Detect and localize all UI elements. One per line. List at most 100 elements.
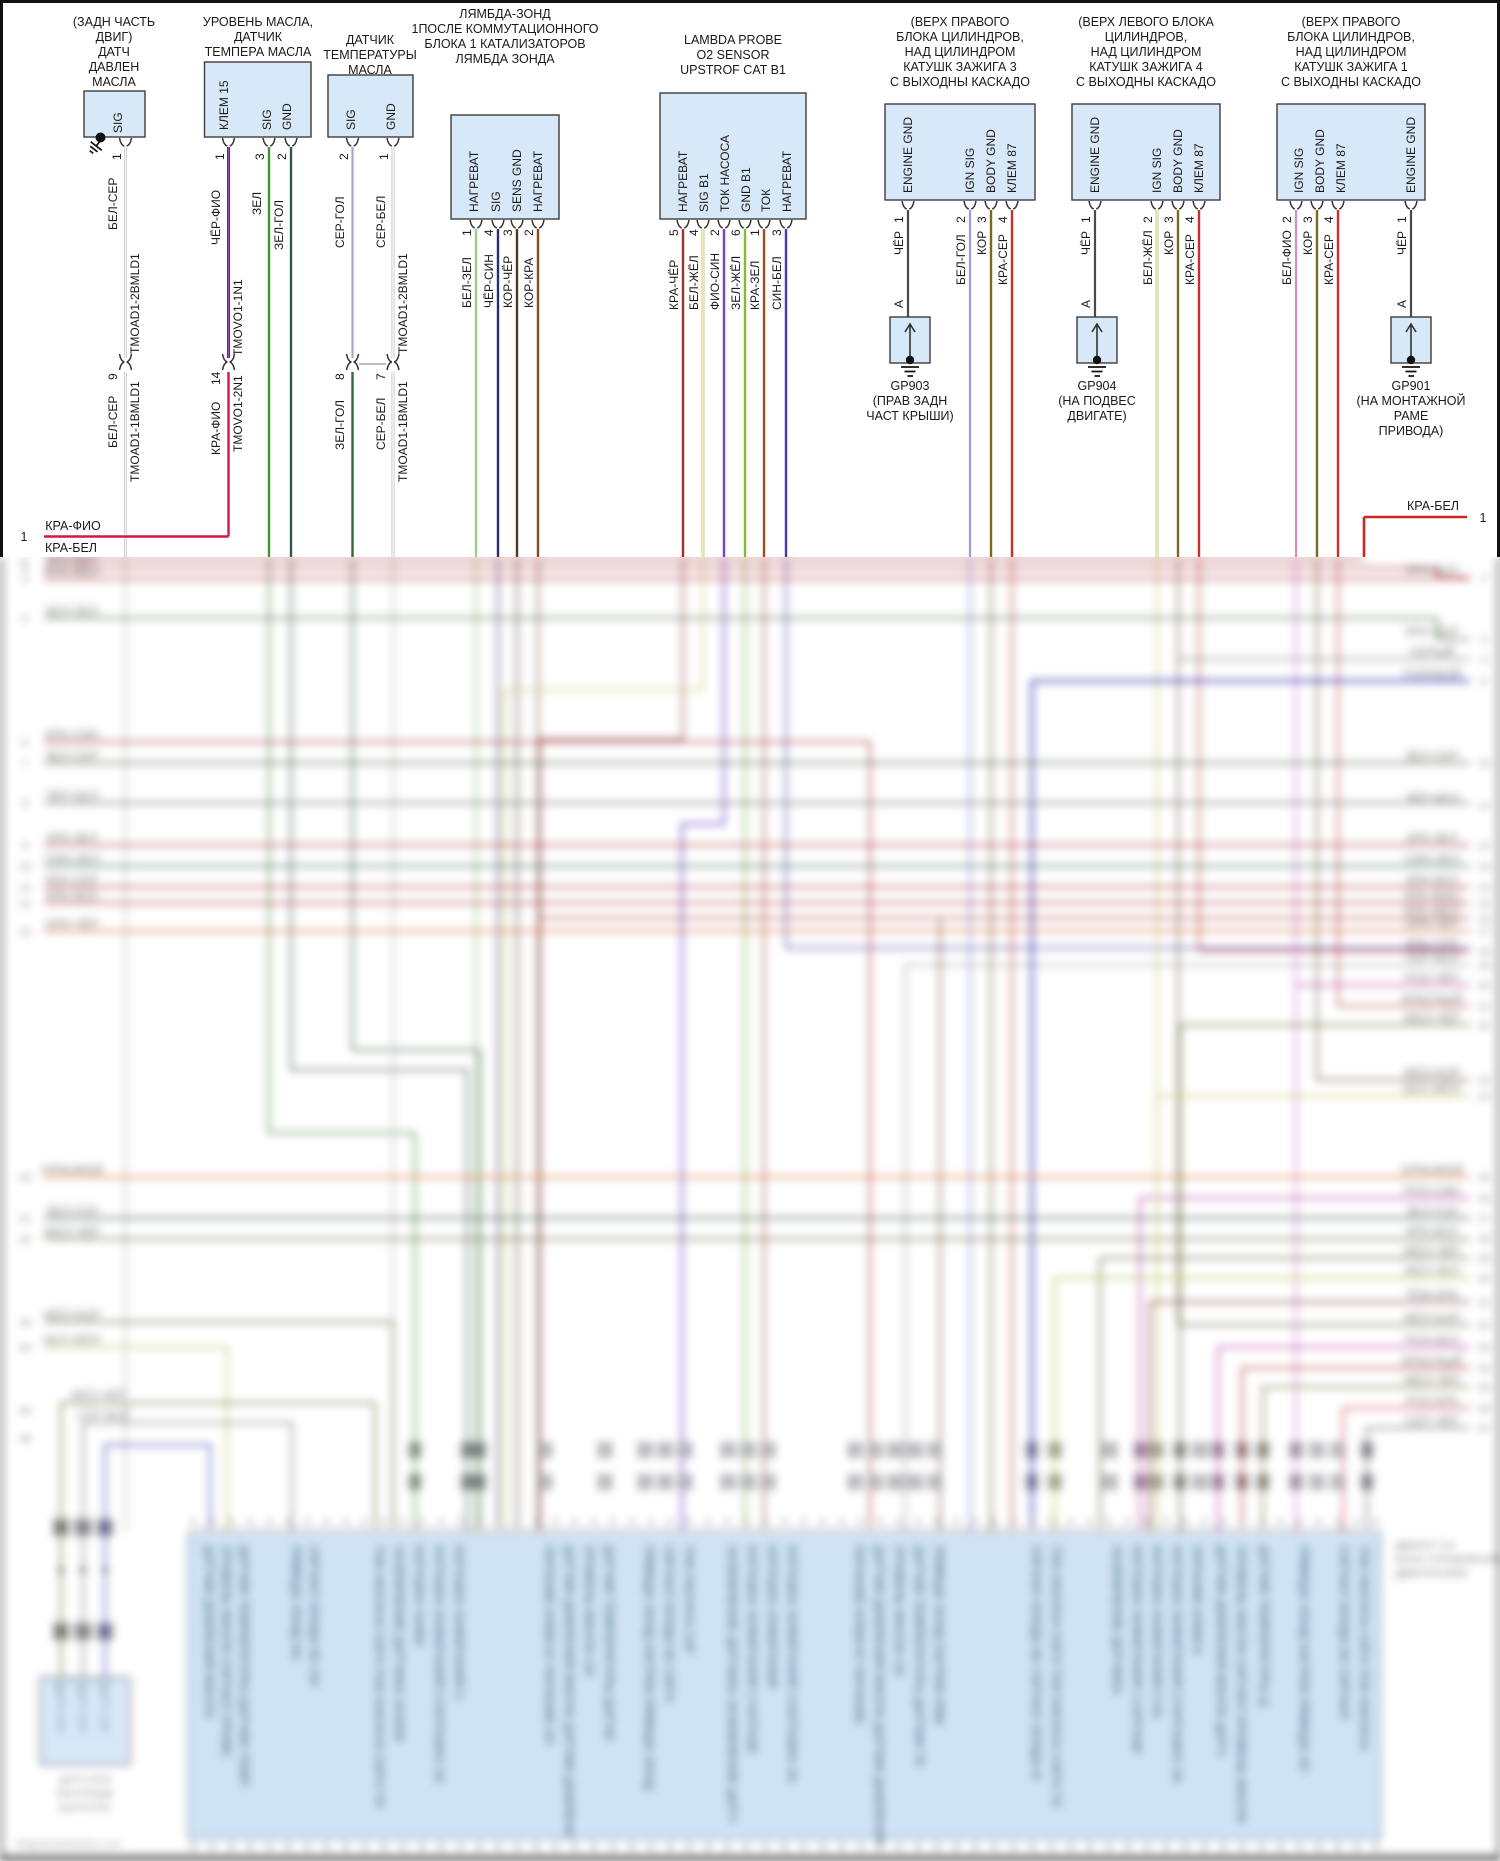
svg-text:КОР: КОР [1301, 231, 1315, 255]
svg-text:ДАТЧИК ДАВЛЕНИЯ МАСЛА ДАТЧИК Д: ДАТЧИК ДАВЛЕНИЯ МАСЛА ДАТЧИК ДАВЛЕНИ [562, 1545, 576, 1838]
svg-text:4: 4 [1183, 216, 1197, 223]
svg-text:КРА-БЕЛ: КРА-БЕЛ [45, 541, 97, 555]
svg-text:LAMBDA PROBE: LAMBDA PROBE [684, 33, 782, 47]
svg-text:А: А [1395, 300, 1409, 308]
svg-text:GND: GND [384, 103, 398, 130]
svg-text:ЖЁЛ-КОР: ЖЁЛ-КОР [1403, 1311, 1460, 1325]
svg-text:1ПОСЛЕ КОММУТАЦИОННОГО: 1ПОСЛЕ КОММУТАЦИОННОГО [412, 22, 599, 36]
svg-text:2: 2 [1141, 216, 1155, 223]
svg-text:А: А [892, 300, 906, 308]
svg-text:2: 2 [522, 229, 536, 236]
svg-text:(НА МОНТАЖНОЙ: (НА МОНТАЖНОЙ [1357, 393, 1466, 408]
svg-text:ДАТЧИК ТЕМПЕРАТУРЫ ДАТЧИ: ДАТЧИК ТЕМПЕРАТУРЫ ДАТЧИ [602, 1545, 616, 1740]
svg-text:23: 23 [1478, 1075, 1490, 1087]
svg-text:SIG B1: SIG B1 [697, 173, 711, 212]
svg-text:ГОЛУБОЙ: ГОЛУБОЙ [1403, 666, 1462, 681]
svg-text:ЗЕЛ-ГОЛ: ЗЕЛ-ГОЛ [1406, 1204, 1458, 1218]
svg-text:ОРАНЖЕВ: ОРАНЖЕВ [41, 1163, 104, 1177]
svg-text:42: 42 [19, 1234, 31, 1246]
svg-text:СИГНАЛ ЗОНДА B1 СИГНАЛ ЗОНДА B: СИГНАЛ ЗОНДА B1 СИГНАЛ ЗОНДА B [1029, 1545, 1043, 1780]
svg-text:UPSTROF CAT B1: UPSTROF CAT B1 [680, 63, 786, 77]
svg-text:СЕР-БЕЛ: СЕР-БЕЛ [374, 398, 388, 450]
svg-text:А: А [1079, 300, 1093, 308]
svg-text:ЖЁЛ-ЧЁР: ЖЁЛ-ЧЁР [1403, 1244, 1460, 1258]
svg-text:ENGINE GND: ENGINE GND [901, 117, 915, 193]
svg-text:ЖЁЛ-ЧЁР: ЖЁЛ-ЧЁР [1403, 1373, 1460, 1387]
svg-text:КРА-ЖЁЛ: КРА-ЖЁЛ [1404, 904, 1459, 918]
svg-text:ДАТЧ СИГ: ДАТЧ СИГ [54, 1686, 65, 1735]
svg-text:ЗЕЛ-ЖЁЛ: ЗЕЛ-ЖЁЛ [729, 256, 743, 310]
svg-text:БЕЛ-ФИО: БЕЛ-ФИО [1280, 230, 1294, 285]
svg-text:КАТУШК ЗАЖИГА 4: КАТУШК ЗАЖИГА 4 [1089, 60, 1203, 74]
svg-text:2: 2 [708, 229, 722, 236]
svg-text:40: 40 [19, 1172, 31, 1184]
svg-text:5: 5 [667, 229, 681, 236]
svg-text:1: 1 [1395, 216, 1409, 223]
svg-text:ЧЁР: ЧЁР [1079, 231, 1093, 255]
svg-text:ЛЯМБДА ЗОНД НАГРЕВ ЛЯМ: ЛЯМБДА ЗОНД НАГРЕВ ЛЯМ [932, 1545, 946, 1725]
svg-text:41: 41 [19, 1213, 31, 1225]
svg-text:ДАТЧ ПОЛ: ДАТЧ ПОЛ [59, 1774, 111, 1786]
svg-text:GP904: GP904 [1078, 379, 1117, 393]
svg-text:РОЗ-СИН: РОЗ-СИН [1404, 1184, 1461, 1198]
svg-text:БЕЛ-ЗЕЛ: БЕЛ-ЗЕЛ [46, 604, 99, 618]
svg-text:ЗЕЛ-ГОЛ: ЗЕЛ-ГОЛ [333, 400, 347, 450]
svg-text:БЕЛ-СЕР: БЕЛ-СЕР [106, 396, 120, 448]
svg-text:ЛЯМБДА ЗОНД НА: ЛЯМБДА ЗОНД НА [289, 1545, 303, 1660]
svg-text:36: 36 [1478, 1403, 1490, 1415]
svg-text:1: 1 [1480, 511, 1487, 525]
svg-text:20: 20 [1478, 980, 1490, 992]
svg-text:КРА-ЗЕЛ: КРА-ЗЕЛ [1406, 831, 1457, 845]
svg-text:4: 4 [687, 229, 701, 236]
svg-text:3: 3 [770, 229, 784, 236]
svg-text:ЧЁР-БЕЛ: ЧЁР-БЕЛ [1405, 791, 1459, 805]
svg-text:КРА-СЕР: КРА-СЕР [1322, 234, 1336, 285]
svg-text:9: 9 [106, 373, 120, 380]
svg-text:СИН-БЕЛ: СИН-БЕЛ [770, 256, 784, 310]
svg-text:18: 18 [1478, 946, 1490, 958]
svg-text:31: 31 [1478, 1297, 1490, 1309]
svg-text:(ПРАВ ЗАДН: (ПРАВ ЗАДН [873, 394, 948, 408]
svg-text:ЖЁЛ-ЧЁР: ЖЁЛ-ЧЁР [1403, 1011, 1460, 1025]
svg-text:СЕР-ГОЛ: СЕР-ГОЛ [333, 196, 347, 248]
svg-text:21: 21 [1478, 1001, 1490, 1013]
svg-text:3: 3 [501, 229, 515, 236]
svg-text:1: 1 [213, 153, 227, 160]
svg-text:16: 16 [1478, 913, 1490, 925]
svg-text:34: 34 [1478, 1363, 1490, 1375]
svg-text:ПРИВОДА): ПРИВОДА) [1379, 424, 1444, 438]
svg-text:GND: GND [280, 103, 294, 130]
svg-text:ОРА-ЧЁР: ОРА-ЧЁР [45, 917, 100, 931]
svg-text:ЦИЛИНДРОВ,: ЦИЛИНДРОВ, [1105, 30, 1188, 44]
svg-text:ПИТАНИЕ КЛЕМ 87 ПИТАНИЕ КЛ: ПИТАНИЕ КЛЕМ 87 ПИТАНИЕ КЛ [542, 1545, 556, 1745]
svg-text:ЛЯМБДА ЗОНД НАГРЕВ ЛЯМБДА ЗОНД: ЛЯМБДА ЗОНД НАГРЕВ ЛЯМБДА ЗОНД [642, 1545, 656, 1791]
svg-text:РАСПРЕДВ: РАСПРЕДВ [57, 1788, 113, 1800]
svg-text:ТОК НАСОСА СИГН ТОК НАСОСА СИГ: ТОК НАСОСА СИГН ТОК НАСОСА СИГН ТО [1049, 1545, 1063, 1809]
svg-text:10: 10 [1478, 758, 1490, 770]
svg-text:1: 1 [460, 229, 474, 236]
svg-text:СИН-ЗЕЛ: СИН-ЗЕЛ [44, 852, 99, 866]
svg-text:TMOAD1-2BMLD1: TMOAD1-2BMLD1 [128, 253, 142, 354]
svg-text:2: 2 [954, 216, 968, 223]
svg-text:SIG: SIG [111, 112, 125, 133]
svg-text:КРА-ФИО: КРА-ФИО [209, 402, 223, 455]
svg-text:2: 2 [275, 153, 289, 160]
svg-text:12: 12 [1478, 840, 1490, 852]
svg-text:BODY GND: BODY GND [1171, 129, 1185, 193]
svg-text:КРАСНЫЙ: КРАСНЫЙ [1402, 991, 1463, 1006]
svg-text:НАГРЕВАТ: НАГРЕВАТ [467, 150, 481, 212]
svg-text:ЛЯМБДА-ЗОНД: ЛЯМБДА-ЗОНД [459, 7, 551, 21]
svg-text:СЕР-БЕЛ: СЕР-БЕЛ [77, 1408, 129, 1422]
svg-text:КАТУШКА ЗАЖИГАНИЯ 3 КАТУШКА ЗА: КАТУШКА ЗАЖИГАНИЯ 3 КАТУШКА ЗА [785, 1545, 799, 1784]
svg-text:БЕЛ-ЖЁЛ: БЕЛ-ЖЁЛ [1141, 230, 1155, 285]
svg-text:НАД ЦИЛИНДРОМ: НАД ЦИЛИНДРОМ [905, 45, 1016, 59]
svg-text:РОЗ-БЕЛ: РОЗ-БЕЛ [1405, 1333, 1459, 1347]
svg-text:GND B1: GND B1 [739, 167, 753, 212]
svg-text:ЧЁР-ФИО: ЧЁР-ФИО [209, 190, 223, 245]
svg-text:ЗАЗЕМЛЕНИЕ ДАТЧИКА ЗАЗЕМ: ЗАЗЕМЛЕНИЕ ДАТЧИКА ЗАЗЕМ [392, 1545, 406, 1742]
svg-text:КРА-ЗЕЛ: КРА-ЗЕЛ [748, 261, 762, 310]
svg-text:КАТУШКА ЗАЖИГАНИЯ 2 КА: КАТУШКА ЗАЖИГАНИЯ 2 КА [1150, 1545, 1164, 1719]
svg-text:3: 3 [1162, 216, 1176, 223]
svg-text:МАСЛА: МАСЛА [348, 63, 392, 77]
svg-text:44: 44 [19, 1342, 31, 1354]
